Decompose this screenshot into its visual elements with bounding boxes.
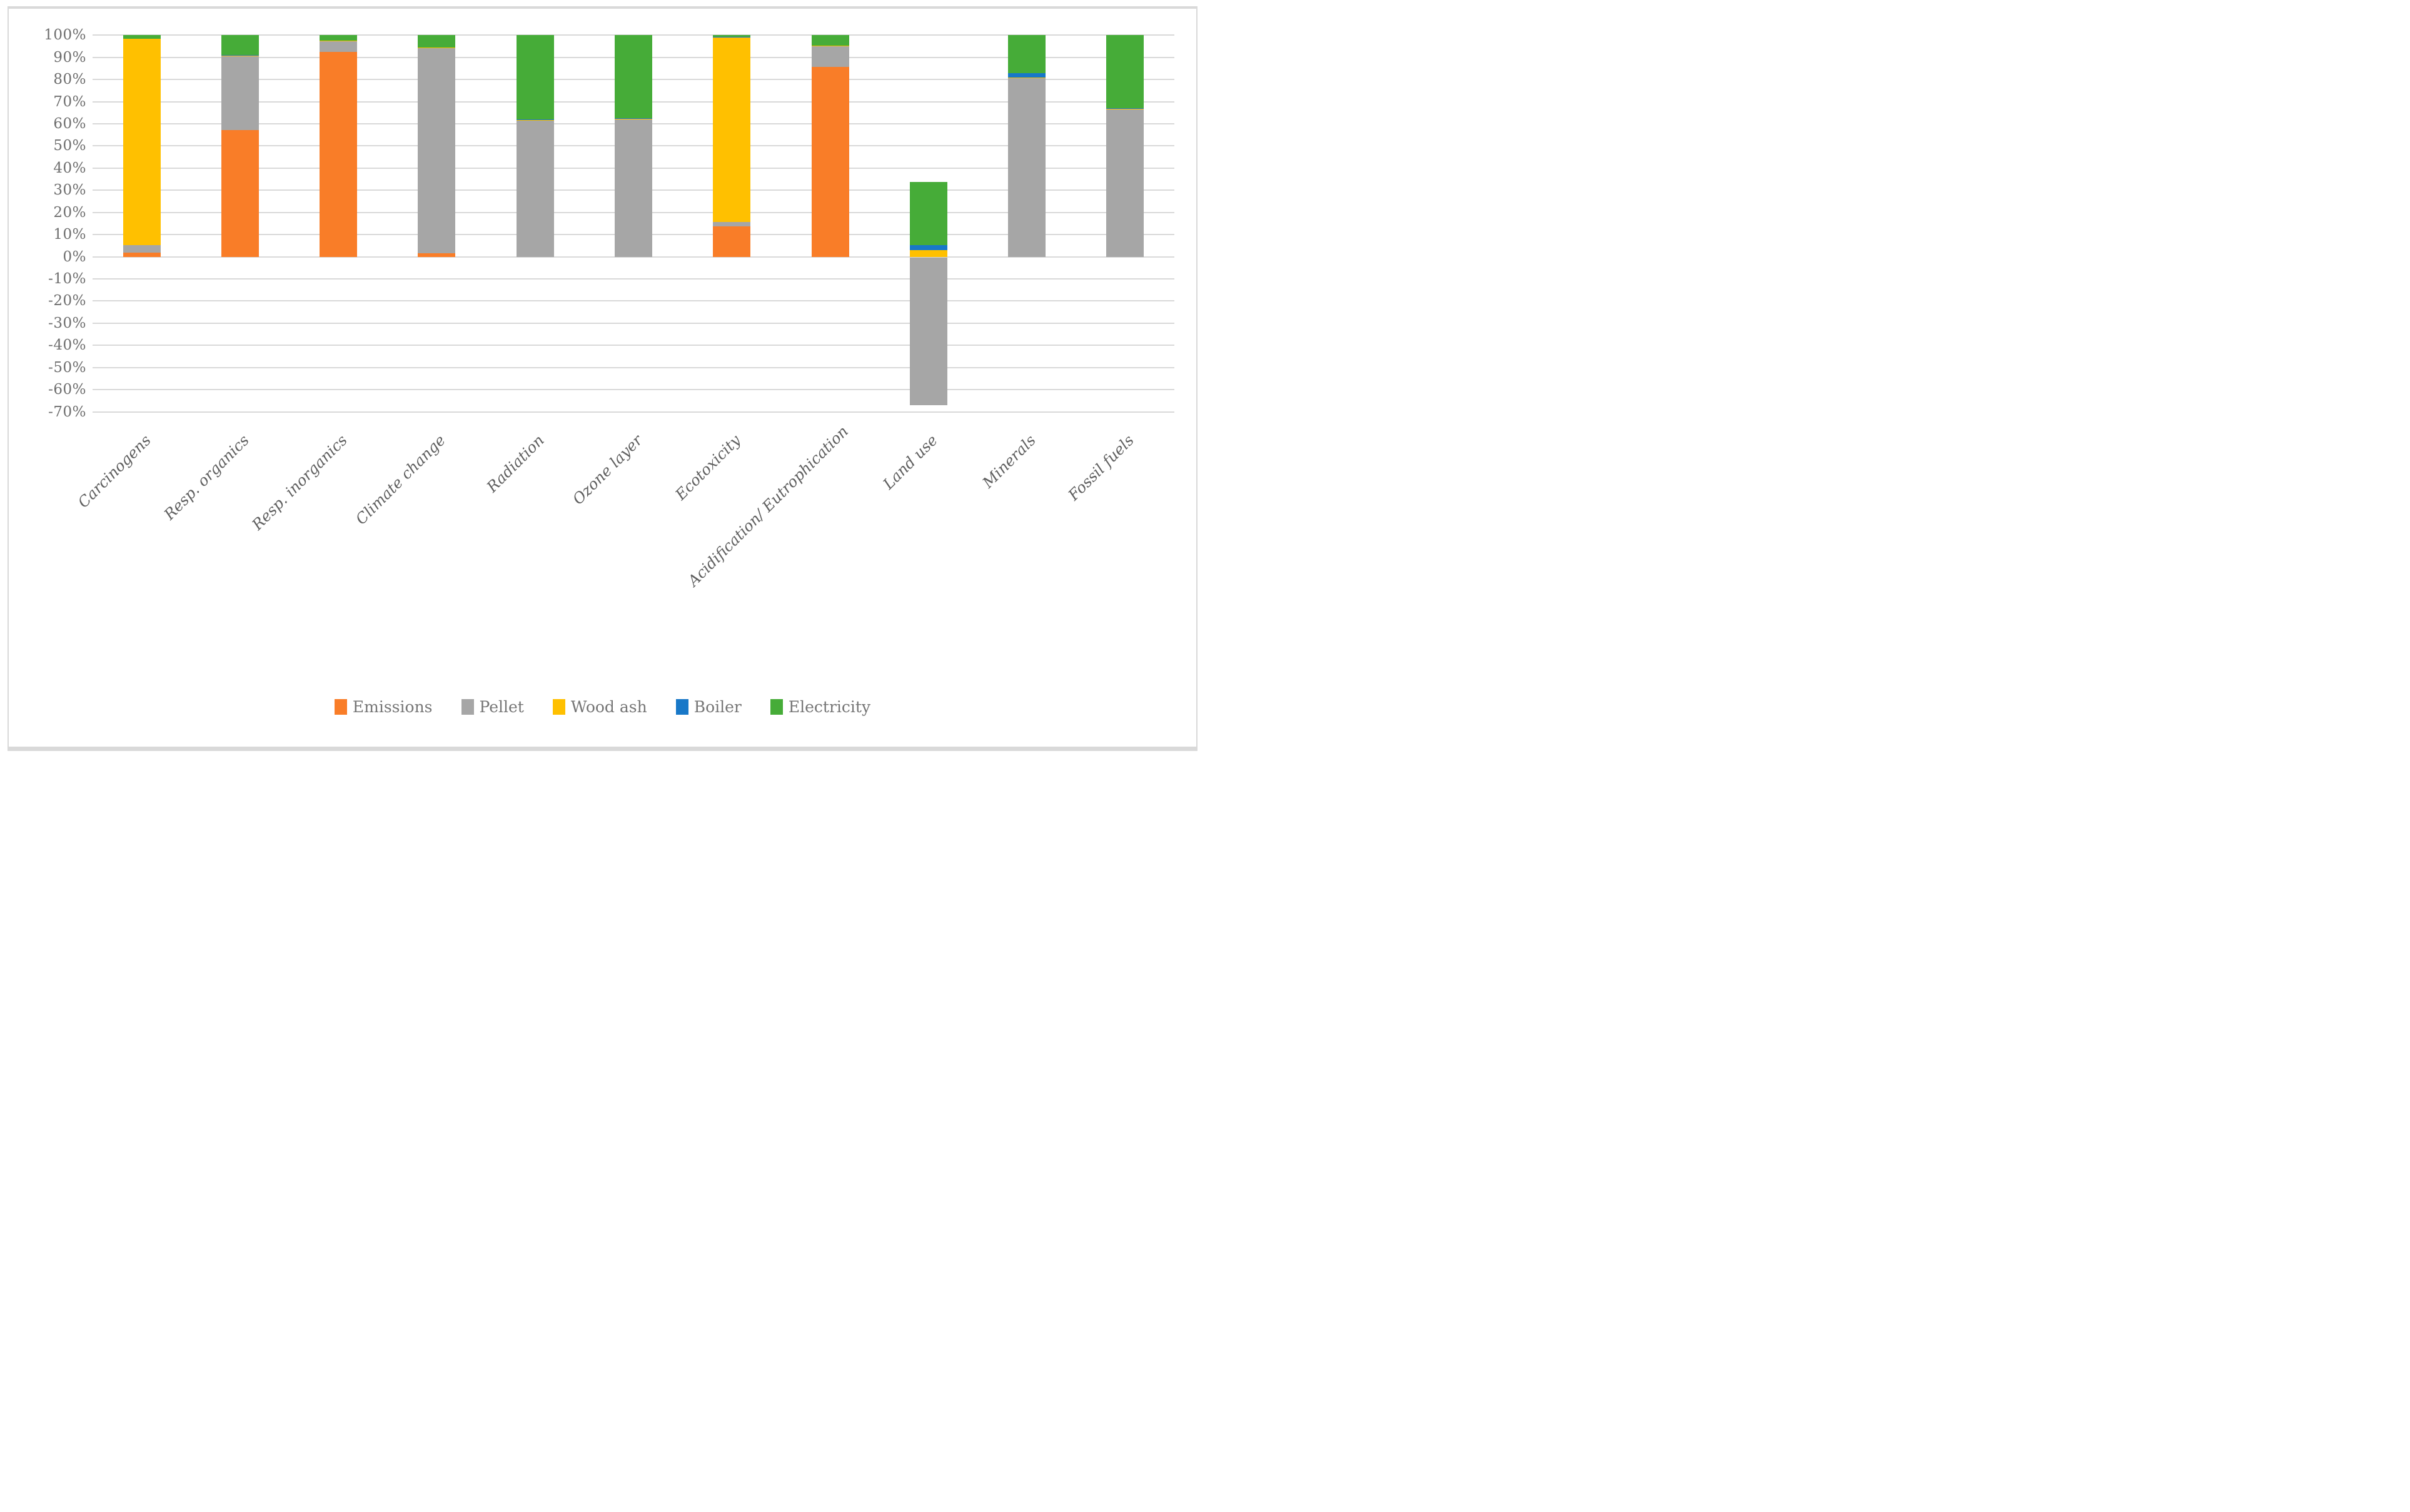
y-tick-label: 60%	[53, 116, 86, 133]
bar-segment-emissions[interactable]	[123, 252, 161, 257]
bar-segment-wood-ash[interactable]	[713, 38, 751, 222]
legend-label: Wood ash	[570, 698, 647, 716]
gridline	[93, 389, 1174, 391]
y-tick-label: 80%	[53, 71, 86, 88]
legend-swatch-icon	[770, 699, 783, 715]
bar-segment-electricity[interactable]	[1106, 35, 1144, 108]
bar-segment-pellet[interactable]	[516, 121, 554, 257]
legend-label: Pellet	[479, 698, 524, 716]
bar-segment-electricity[interactable]	[516, 35, 554, 119]
bar-segment-emissions[interactable]	[811, 67, 849, 257]
gridline	[93, 300, 1174, 302]
bar-segment-emissions[interactable]	[320, 52, 358, 257]
bar-segment-electricity[interactable]	[615, 35, 652, 119]
y-tick-label: -50%	[48, 359, 86, 376]
bar-segment-electricity[interactable]	[811, 35, 849, 46]
legend-label: Boiler	[693, 698, 742, 716]
bar-segment-pellet[interactable]	[811, 46, 849, 68]
gridline	[93, 278, 1174, 280]
bar-segment-pellet[interactable]	[418, 48, 456, 254]
bar-segment-pellet[interactable]	[1008, 78, 1046, 257]
y-tick-label: -10%	[48, 271, 86, 288]
bar-segment-wood-ash[interactable]	[516, 120, 554, 121]
bar-segment-boiler[interactable]	[516, 119, 554, 121]
legend-swatch-icon	[334, 699, 347, 715]
bar-segment-pellet[interactable]	[615, 119, 652, 257]
legend-label: Emissions	[352, 698, 433, 716]
legend: Emissions Pellet Wood ash Boiler Electricity	[0, 698, 1205, 716]
bar-segment-electricity[interactable]	[713, 35, 751, 37]
y-tick-label: 50%	[53, 138, 86, 154]
y-tick-label: 70%	[53, 93, 86, 110]
y-tick-label: 20%	[53, 204, 86, 221]
bar-segment-boiler[interactable]	[1106, 108, 1144, 109]
legend-item-wood-ash[interactable]: Wood ash	[552, 698, 647, 716]
bar-segment-electricity[interactable]	[320, 35, 358, 41]
legend-item-pellet[interactable]: Pellet	[461, 698, 524, 716]
y-tick-label: 10%	[53, 226, 86, 243]
bar-segment-pellet[interactable]	[123, 244, 161, 253]
legend-label: Electricity	[788, 698, 871, 716]
gridline	[93, 256, 1174, 258]
bar-segment-boiler[interactable]	[909, 245, 947, 250]
bar-segment-emissions[interactable]	[221, 129, 259, 257]
bar-segment-wood-ash[interactable]	[909, 249, 947, 257]
y-tick-label: -70%	[48, 403, 86, 420]
gridline	[93, 366, 1174, 368]
chart-figure: 100% 90% 80% 70% 60% 50% 40% 30% 20% 10% 0% -10% -20…	[0, 0, 1205, 756]
y-tick-label: 100%	[44, 27, 86, 44]
legend-item-electricity[interactable]: Electricity	[770, 698, 870, 716]
y-tick-label: -40%	[48, 337, 86, 354]
y-tick-label: 30%	[53, 182, 86, 199]
bar-segment-pellet[interactable]	[909, 257, 947, 405]
bar-segment-electricity[interactable]	[1008, 35, 1046, 73]
y-tick-label: -20%	[48, 293, 86, 310]
bar-segment-pellet[interactable]	[1106, 109, 1144, 257]
y-tick-label: 40%	[53, 159, 86, 176]
legend-item-emissions[interactable]: Emissions	[334, 698, 433, 716]
y-tick-label: -30%	[48, 315, 86, 331]
legend-item-boiler[interactable]: Boiler	[675, 698, 742, 716]
bar-segment-pellet[interactable]	[713, 221, 751, 227]
bar-segment-boiler[interactable]	[1008, 73, 1046, 78]
bar-segment-emissions[interactable]	[713, 226, 751, 257]
bar-segment-electricity[interactable]	[221, 35, 259, 55]
y-tick-label: 90%	[53, 49, 86, 66]
bar-segment-emissions[interactable]	[418, 253, 456, 257]
gridline	[93, 411, 1174, 413]
bar-segment-pellet[interactable]	[320, 41, 358, 53]
legend-swatch-icon	[461, 699, 474, 715]
figure-frame	[8, 6, 1197, 751]
gridline	[93, 345, 1174, 346]
bar-segment-pellet[interactable]	[221, 56, 259, 130]
legend-swatch-icon	[552, 699, 565, 715]
bar-segment-electricity[interactable]	[123, 35, 161, 39]
gridline	[93, 322, 1174, 324]
y-tick-label: -60%	[48, 381, 86, 398]
bar-segment-electricity[interactable]	[909, 181, 947, 246]
bar-segment-electricity[interactable]	[418, 35, 456, 48]
legend-swatch-icon	[675, 699, 688, 715]
bar-segment-wood-ash[interactable]	[123, 38, 161, 245]
bar-segment-boiler[interactable]	[221, 54, 259, 56]
y-tick-label: 0%	[63, 248, 86, 265]
bar-segment-boiler[interactable]	[713, 36, 751, 38]
